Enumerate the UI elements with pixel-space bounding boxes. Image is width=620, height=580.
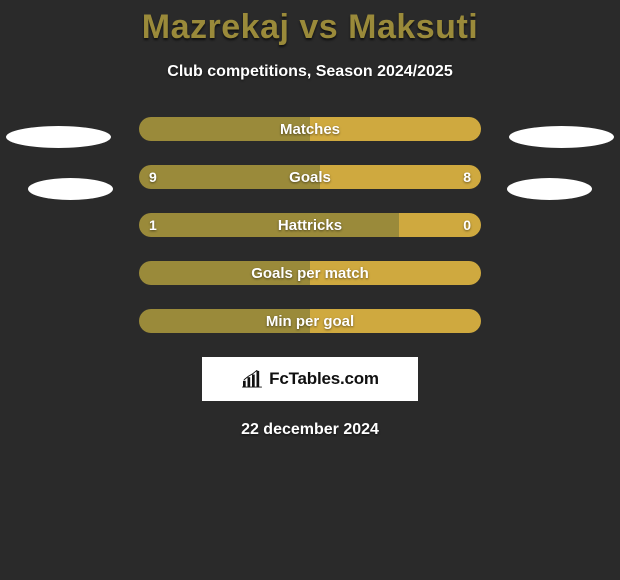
page-title: Mazrekaj vs Maksuti xyxy=(0,8,620,47)
ellipse-shape xyxy=(507,178,592,200)
stat-row: Hattricks10 xyxy=(139,213,481,237)
stat-bar-right xyxy=(320,165,481,189)
player1-silhouette-bottom xyxy=(18,178,123,200)
stat-bar-left xyxy=(139,117,310,141)
date-line: 22 december 2024 xyxy=(0,421,620,439)
stat-row: Goals98 xyxy=(139,165,481,189)
subtitle: Club competitions, Season 2024/2025 xyxy=(0,63,620,81)
player1-silhouette-top xyxy=(6,126,111,148)
bar-chart-icon xyxy=(241,370,263,388)
stat-bar-right xyxy=(310,117,481,141)
stat-bar-left xyxy=(139,309,310,333)
stat-bar-left xyxy=(139,261,310,285)
ellipse-shape xyxy=(509,126,614,148)
stat-row: Goals per match xyxy=(139,261,481,285)
stat-bar-right xyxy=(399,213,481,237)
stats-comparison-card: Mazrekaj vs Maksuti Club competitions, S… xyxy=(0,0,620,439)
stat-row: Min per goal xyxy=(139,309,481,333)
stat-bar-left xyxy=(139,213,399,237)
player2-silhouette-bottom xyxy=(497,178,602,200)
stat-bar-right xyxy=(310,309,481,333)
ellipse-shape xyxy=(28,178,113,200)
player2-silhouette-top xyxy=(509,126,614,148)
stat-rows: Matches Goals98 Hattricks10 Goals per match… xyxy=(0,117,620,333)
ellipse-shape xyxy=(6,126,111,148)
logo-block: FcTables.com xyxy=(202,357,418,401)
logo-text: FcTables.com xyxy=(269,369,379,389)
stat-bar-left xyxy=(139,165,320,189)
stat-row: Matches xyxy=(139,117,481,141)
stat-bar-right xyxy=(310,261,481,285)
